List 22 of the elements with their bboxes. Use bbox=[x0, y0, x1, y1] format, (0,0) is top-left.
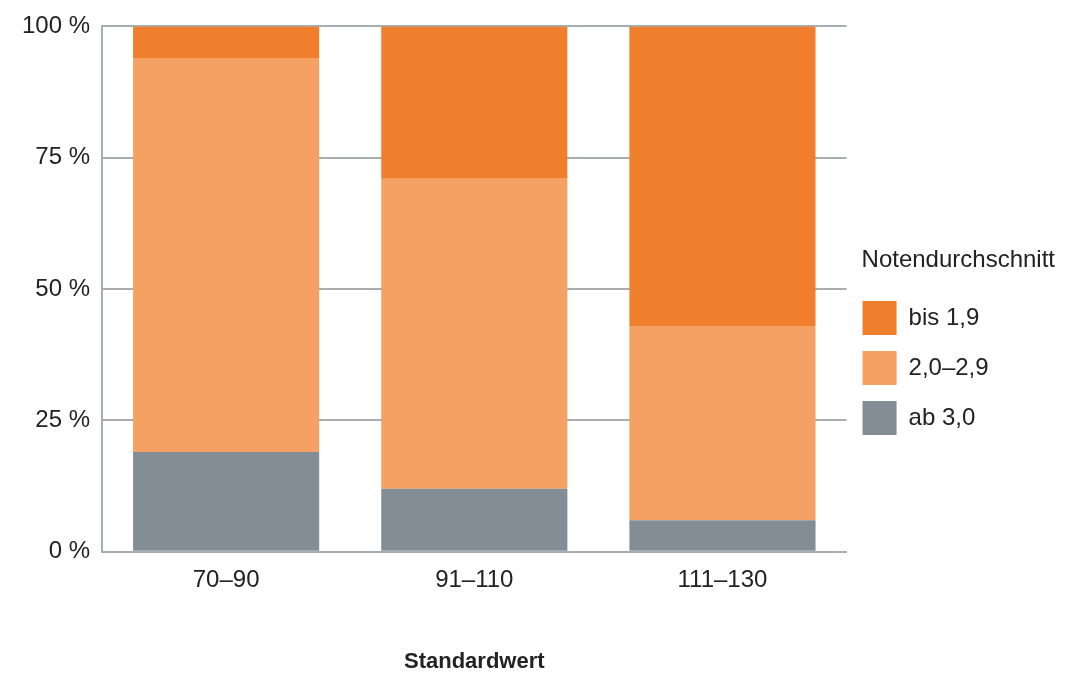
y-tick-label: 100 % bbox=[21, 11, 91, 39]
legend-label: 2,0–2,9 bbox=[908, 352, 989, 380]
y-tick-label: 50 % bbox=[35, 273, 91, 301]
bar bbox=[629, 520, 816, 551]
legend-title: Notendurchschnitt bbox=[861, 244, 1056, 272]
bar bbox=[381, 178, 568, 489]
bar bbox=[381, 26, 568, 179]
x-axis-title: Standardwert bbox=[404, 647, 546, 673]
bar bbox=[629, 26, 816, 326]
bar bbox=[629, 325, 816, 521]
y-tick-label: 75 % bbox=[35, 142, 91, 170]
bar bbox=[133, 451, 320, 551]
y-tick-label: 25 % bbox=[35, 405, 91, 433]
bar bbox=[133, 26, 320, 58]
y-tick-label: 0 % bbox=[48, 536, 91, 564]
bar bbox=[133, 57, 320, 452]
legend-label: bis 1,9 bbox=[908, 302, 980, 330]
x-tick-label: 91–110 bbox=[435, 564, 514, 592]
bar bbox=[381, 488, 568, 551]
legend-label: ab 3,0 bbox=[908, 402, 976, 430]
x-tick-label: 70–90 bbox=[192, 564, 260, 592]
x-tick-label: 111–130 bbox=[677, 564, 768, 592]
